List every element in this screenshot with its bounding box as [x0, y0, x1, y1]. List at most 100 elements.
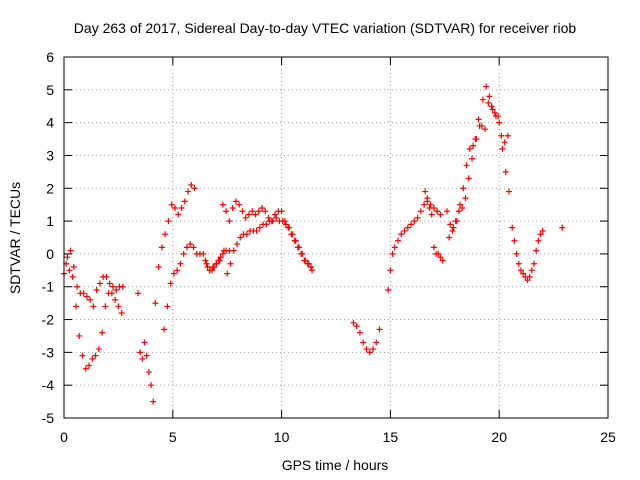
data-point: [227, 260, 234, 267]
data-point: [285, 224, 292, 231]
data-point: [79, 352, 86, 359]
y-tick-label: 1: [46, 213, 54, 229]
data-point: [180, 250, 187, 257]
data-point: [309, 267, 316, 274]
data-point: [489, 106, 496, 113]
data-point: [470, 142, 477, 149]
data-point: [181, 198, 188, 205]
data-point: [113, 287, 120, 294]
x-tick-label: 20: [491, 429, 507, 445]
data-point: [437, 211, 444, 218]
data-point: [535, 237, 542, 244]
grid-lines: [64, 57, 608, 418]
data-point: [505, 188, 512, 195]
data-point: [356, 329, 363, 336]
data-point: [513, 250, 520, 257]
data-point: [424, 195, 431, 202]
data-point: [177, 260, 184, 267]
data-point: [495, 113, 502, 120]
data-point: [294, 244, 301, 251]
y-tick-label: -5: [42, 410, 55, 426]
data-point: [262, 208, 269, 215]
data-point: [459, 204, 466, 211]
data-point: [465, 175, 472, 182]
x-axis-label: GPS time / hours: [282, 457, 389, 473]
data-point: [70, 264, 77, 271]
data-point: [99, 329, 106, 336]
series-trace-g: [350, 319, 383, 356]
data-point: [485, 99, 492, 106]
data-point: [242, 214, 249, 221]
data-point: [108, 290, 115, 297]
data-point: [66, 267, 73, 274]
series-trace-k: [446, 99, 511, 241]
data-point: [89, 355, 96, 362]
data-point: [281, 218, 288, 225]
data-point: [103, 273, 110, 280]
axis-ticks: 0 5 10 15 20 25 -5 -4 -3 -2 -1 0 1 2 3 4 5 6: [42, 49, 616, 445]
y-tick-label: 2: [46, 180, 54, 196]
data-point: [457, 201, 464, 208]
data-point: [478, 122, 485, 129]
data-point: [202, 257, 209, 264]
data-point: [137, 349, 144, 356]
data-point: [200, 250, 207, 257]
data-point: [252, 211, 259, 218]
data-point: [360, 339, 367, 346]
data-point: [239, 208, 246, 215]
data-point: [455, 208, 462, 215]
data-point: [486, 93, 493, 100]
data-point: [74, 283, 81, 290]
data-point: [517, 267, 524, 274]
data-point: [118, 309, 125, 316]
data-point: [278, 208, 285, 215]
data-point: [230, 247, 237, 254]
x-tick-label: 25: [600, 429, 616, 445]
x-tick-label: 5: [169, 429, 177, 445]
data-point: [188, 181, 195, 188]
data-point: [401, 227, 408, 234]
data-point: [143, 352, 150, 359]
data-point: [92, 352, 99, 359]
data-point: [219, 201, 226, 208]
series-trace-m: [559, 224, 566, 231]
data-point: [501, 139, 508, 146]
data-point: [304, 260, 311, 267]
data-point: [273, 214, 280, 221]
data-point: [82, 365, 89, 372]
data-point: [165, 218, 172, 225]
y-tick-label: 5: [46, 82, 54, 98]
data-point: [291, 237, 298, 244]
data-point: [72, 303, 79, 310]
data-point: [259, 204, 266, 211]
data-point: [168, 201, 175, 208]
data-point: [93, 287, 100, 294]
data-point: [174, 267, 181, 274]
data-point: [243, 231, 250, 238]
data-point: [272, 211, 279, 218]
data-point: [499, 145, 506, 152]
data-point: [164, 303, 171, 310]
y-tick-label: 4: [46, 115, 54, 131]
data-point: [115, 303, 122, 310]
data-point: [460, 185, 467, 192]
series-trace-l: [509, 224, 546, 284]
data-point: [161, 326, 168, 333]
data-point: [80, 290, 87, 297]
data-point: [482, 126, 489, 133]
data-point: [462, 195, 469, 202]
data-point: [141, 339, 148, 346]
data-point: [233, 241, 240, 248]
data-point: [185, 188, 192, 195]
data-point: [213, 260, 220, 267]
series-trace-c: [134, 181, 198, 405]
data-point: [203, 260, 210, 267]
y-tick-label: -4: [42, 377, 55, 393]
data-point: [395, 237, 402, 244]
data-point: [217, 254, 224, 261]
data-point: [76, 332, 83, 339]
data-point: [421, 201, 428, 208]
data-point: [443, 208, 450, 215]
x-tick-label: 10: [274, 429, 290, 445]
series-trace-j: [443, 83, 512, 231]
